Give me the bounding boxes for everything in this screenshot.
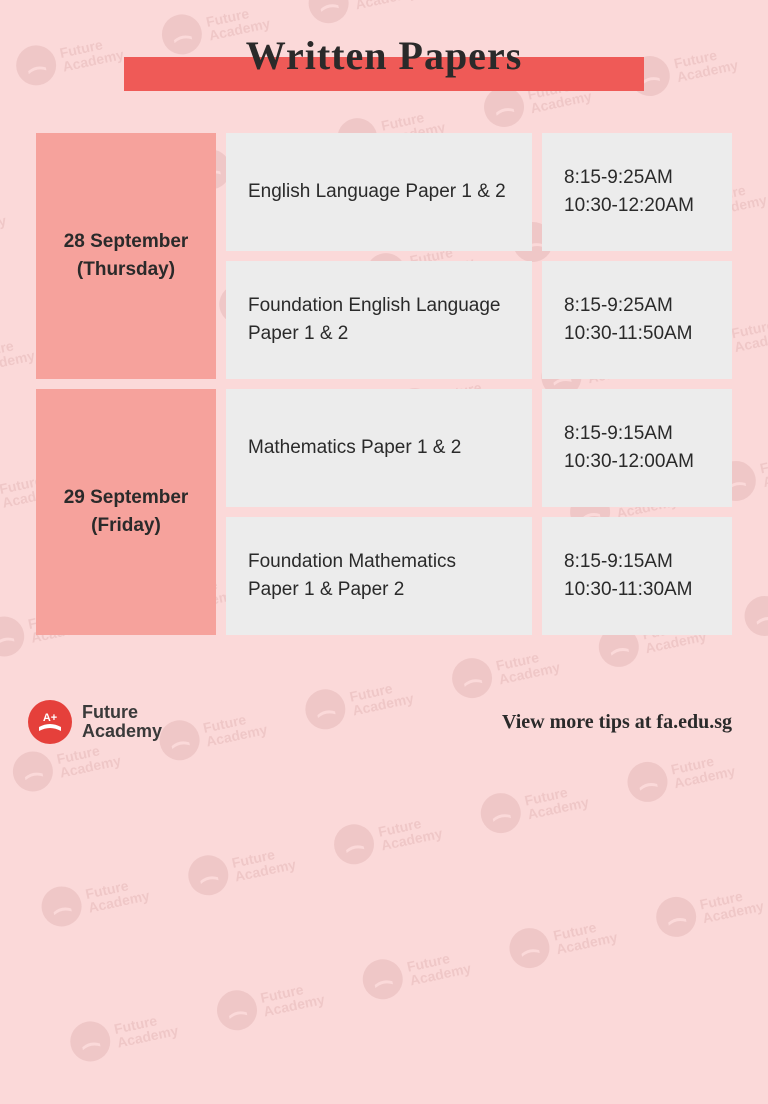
watermark-tile: Future Academy (58, 958, 220, 1104)
subject-label: Mathematics Paper 1 & 2 (248, 434, 461, 462)
subject-cell: Foundation Mathematics Paper 1 & Paper 2 (226, 517, 532, 635)
brand-name: Future Academy (82, 703, 162, 741)
subject-cell: Foundation English Language Paper 1 & 2 (226, 261, 532, 379)
watermark-tile: Future Academy (205, 927, 367, 1073)
watermark-tile: Future Academy (176, 792, 338, 938)
watermark-tile: Future Academy (322, 761, 484, 907)
schedule-grid: 28 September (Thursday) English Language… (36, 133, 732, 635)
time-cell: 8:15-9:15AM 10:30-12:00AM (542, 389, 732, 507)
date-label: 28 September (Thursday) (64, 228, 189, 283)
title-wrap: Written Papers (36, 32, 732, 113)
watermark-tile: Future Academy (497, 865, 659, 1011)
subject-cell: English Language Paper 1 & 2 (226, 133, 532, 251)
time-label: 8:15-9:15AM 10:30-12:00AM (564, 420, 694, 475)
brand-logo: A+ Future Academy (28, 700, 162, 744)
subject-label: Foundation English Language Paper 1 & 2 (248, 292, 510, 347)
subject-cell: Mathematics Paper 1 & 2 (226, 389, 532, 507)
watermark-tile: Future Academy (644, 833, 768, 979)
subject-label: English Language Paper 1 & 2 (248, 178, 506, 206)
time-label: 8:15-9:25AM 10:30-12:20AM (564, 164, 694, 219)
footer: A+ Future Academy View more tips at fa.e… (28, 700, 732, 744)
date-cell: 28 September (Thursday) (36, 133, 216, 379)
page-title: Written Papers (36, 32, 732, 79)
logo-badge-icon: A+ (28, 700, 72, 744)
date-cell: 29 September (Friday) (36, 389, 216, 635)
date-label: 29 September (Friday) (64, 484, 189, 539)
svg-text:A+: A+ (43, 712, 57, 724)
subject-label: Foundation Mathematics Paper 1 & Paper 2 (248, 548, 510, 603)
time-cell: 8:15-9:15AM 10:30-11:30AM (542, 517, 732, 635)
footer-tip: View more tips at fa.edu.sg (502, 711, 732, 734)
time-cell: 8:15-9:25AM 10:30-11:50AM (542, 261, 732, 379)
content: Written Papers 28 September (Thursday) E… (0, 0, 768, 768)
watermark-tile: Future Academy (351, 896, 513, 1042)
watermark-tile: Future Academy (30, 823, 192, 969)
time-label: 8:15-9:15AM 10:30-11:30AM (564, 548, 693, 603)
time-cell: 8:15-9:25AM 10:30-12:20AM (542, 133, 732, 251)
time-label: 8:15-9:25AM 10:30-11:50AM (564, 292, 693, 347)
